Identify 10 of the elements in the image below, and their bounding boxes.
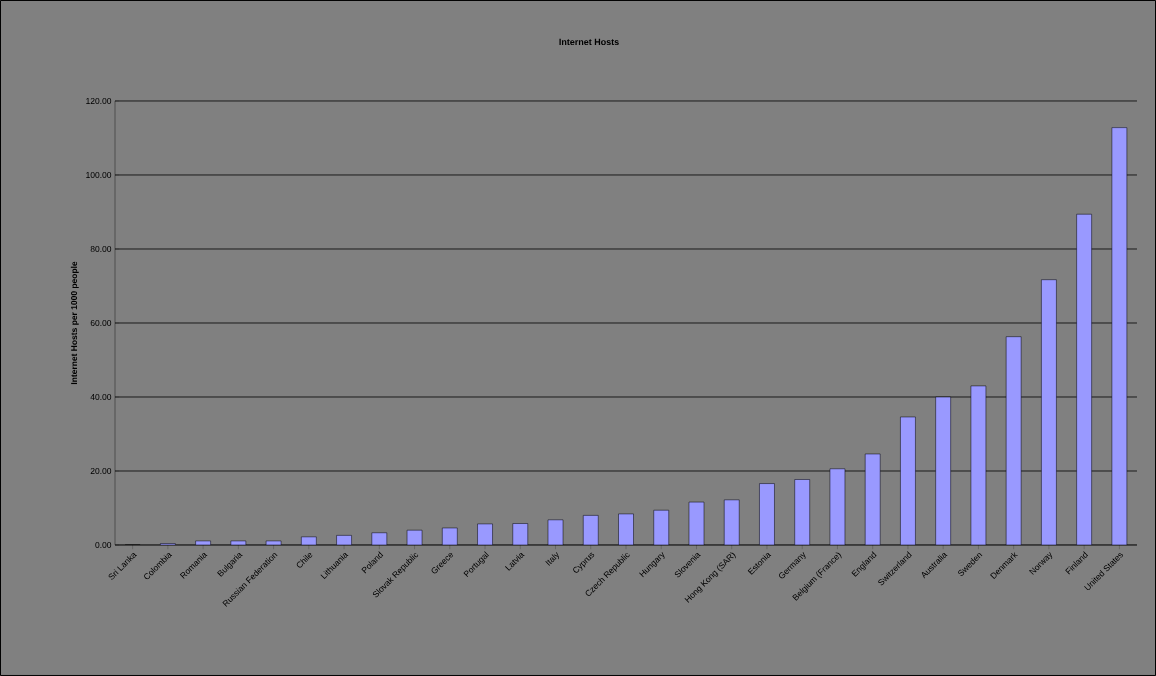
- y-axis-title: Internet Hosts per 1000 people: [70, 261, 79, 385]
- y-tick-label: 0.00: [95, 541, 112, 548]
- y-tick-label: 60.00: [90, 319, 112, 326]
- y-tick-label: 80.00: [90, 245, 112, 252]
- y-tick-label: 120.00: [86, 97, 112, 104]
- chart-title: Internet Hosts: [559, 38, 619, 46]
- x-tick-label: Italy: [545, 552, 560, 566]
- y-tick-label: 100.00: [86, 171, 112, 178]
- y-tick-label: 20.00: [90, 467, 112, 474]
- y-tick-label: 40.00: [90, 393, 112, 400]
